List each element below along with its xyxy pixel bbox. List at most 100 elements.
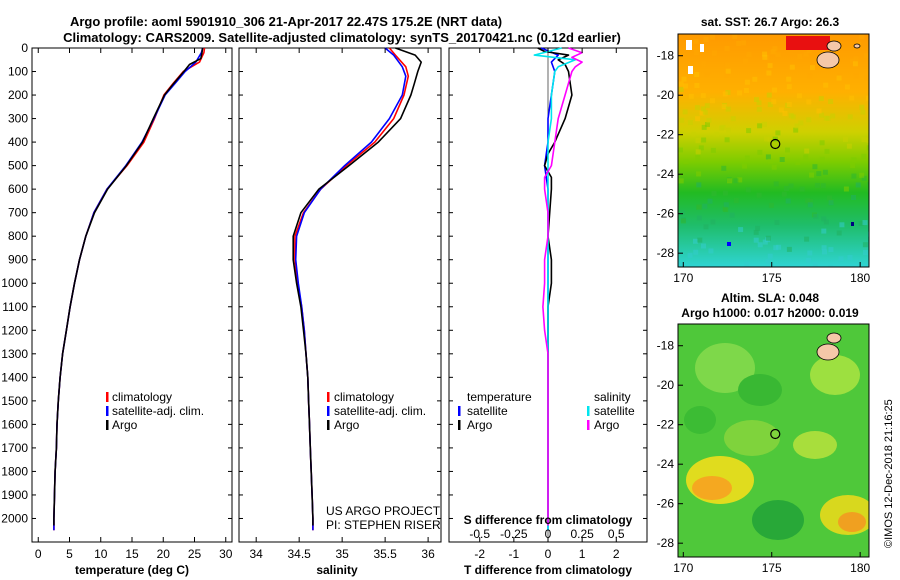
legend-label-satellite: satellite-adj. clim.	[112, 404, 204, 418]
temperature-legend: climatology satellite-adj. clim. Argo	[106, 390, 204, 432]
depth-tick-label: 700	[8, 206, 28, 220]
depth-tick-label: 1400	[1, 370, 28, 384]
x-tick-label: 0	[35, 547, 42, 561]
depth-tick-label: 1800	[1, 464, 28, 478]
salinity-series-group	[292, 47, 423, 531]
x-tick-label: 35	[335, 547, 349, 561]
pi-credit: PI: STEPHEN RISER	[326, 518, 441, 532]
series-line-satellite-adj-clim-	[53, 47, 204, 531]
legend-label-climatology: climatology	[112, 390, 172, 404]
x-tick-label: 34.5	[287, 547, 311, 561]
legend-label-satellite: satellite-adj. clim.	[334, 404, 426, 418]
x-tick-label: 20	[157, 547, 171, 561]
temperature-xlabel: temperature (deg C)	[75, 563, 189, 577]
temperature-panel-frame	[31, 47, 233, 543]
depth-tick-label: 1500	[1, 394, 28, 408]
legend-label-s-argo: Argo	[594, 418, 620, 432]
x-tick-label: 30	[219, 547, 233, 561]
map-y-tick-label: -28	[657, 246, 675, 260]
legend-swatch-climatology	[106, 392, 109, 402]
map-x-tick-label: 170	[673, 561, 693, 575]
legend-swatch-t-argo	[458, 420, 461, 430]
salinity-legend: climatology satellite-adj. clim. Argo	[327, 390, 426, 432]
timestamp-credit: ©IMOS 12-Dec-2018 21:16:25	[883, 399, 895, 548]
s-diff-tick-label: -0.25	[500, 527, 528, 541]
sla-map-field	[678, 324, 869, 557]
series-line-argo	[292, 47, 423, 526]
depth-tick-label: 1100	[2, 300, 28, 314]
sst-map-frame	[677, 33, 870, 268]
x-tick-label: 36	[421, 547, 435, 561]
salinity-xlabel: salinity	[316, 563, 358, 577]
legend-label-climatology: climatology	[334, 390, 394, 404]
difference-series-group	[533, 47, 583, 542]
s-diff-tick-label: 0.25	[570, 527, 594, 541]
legend-swatch-t-satellite	[458, 406, 461, 416]
sst-map-axes: 170 175 180 -18 -20 -22 -24 -26 -28	[657, 49, 871, 285]
map-y-tick-label: -28	[657, 536, 675, 550]
difference-legend: temperature satellite Argo salinity sate…	[458, 390, 635, 432]
figure-title-line2: Climatology: CARS2009. Satellite-adjuste…	[63, 30, 621, 45]
legend-swatch-argo	[106, 420, 109, 430]
s-diff-tick-label: -0.5	[469, 527, 490, 541]
map-y-tick-label: -26	[657, 207, 675, 221]
argo-position-marker	[770, 138, 781, 150]
depth-tick-label: 2000	[1, 511, 28, 525]
x-tick-label: 15	[125, 547, 139, 561]
map-x-tick-label: 180	[850, 561, 870, 575]
map-y-tick-label: -22	[657, 128, 675, 142]
island-shape	[816, 40, 861, 69]
depth-tick-label: 300	[8, 112, 28, 126]
depth-tick-label: 600	[8, 182, 28, 196]
legend-swatch-s-satellite	[587, 406, 590, 416]
legend-label-t-argo: Argo	[467, 418, 493, 432]
legend-label-t-satellite: satellite	[467, 404, 508, 418]
series-line-satellite-adj-clim-	[294, 47, 407, 531]
map-y-tick-label: -20	[657, 88, 675, 102]
x-axis-ticks: 0 5 10 15 20 25 30 34 34.5 35 35.5 36 -2 -1 0 1 2 -0.5 -0.…	[35, 48, 625, 561]
legend-swatch-s-argo	[587, 420, 590, 430]
x-tick-label: -2	[474, 547, 485, 561]
legend-title-salinity: salinity	[594, 390, 631, 404]
legend-title-temperature: temperature	[467, 390, 532, 404]
argo-position-marker	[770, 428, 781, 440]
series-line-s-argo	[542, 47, 583, 526]
series-line-argo	[53, 47, 204, 526]
sst-map-field	[678, 34, 869, 267]
map-y-tick-label: -18	[657, 49, 675, 63]
depth-tick-label: 900	[8, 253, 28, 267]
legend-swatch-satellite	[106, 406, 109, 416]
sla-map-subtitle: Argo h1000: 0.017 h2000: 0.019	[681, 306, 859, 320]
sla-map-axes: 170 175 180 -18 -20 -22 -24 -26 -28	[657, 339, 871, 575]
sla-map-frame	[677, 323, 870, 558]
difference-top-xlabel: S difference from climatology	[464, 513, 633, 527]
series-line-s-satellite	[533, 47, 577, 531]
depth-tick-label: 1300	[1, 347, 28, 361]
map-y-tick-label: -24	[657, 167, 675, 181]
s-diff-tick-label: 0	[545, 527, 552, 541]
x-tick-label: -1	[509, 547, 520, 561]
depth-tick-label: 100	[8, 65, 28, 79]
x-tick-label: 0	[545, 547, 552, 561]
sla-map-title: Altim. SLA: 0.048	[721, 291, 819, 305]
legend-swatch-satellite	[327, 406, 330, 416]
s-diff-tick-label: 0.5	[608, 527, 625, 541]
depth-tick-label: 500	[8, 159, 28, 173]
legend-swatch-climatology	[327, 392, 330, 402]
island-shape	[816, 332, 842, 361]
map-x-tick-label: 175	[762, 271, 782, 285]
series-line-climatology	[294, 47, 410, 531]
x-tick-label: 35.5	[373, 547, 397, 561]
map-y-tick-label: -22	[657, 418, 675, 432]
x-tick-label: 34	[250, 547, 264, 561]
legend-label-argo: Argo	[112, 418, 138, 432]
map-y-tick-label: -26	[657, 497, 675, 511]
map-y-tick-label: -24	[657, 457, 675, 471]
project-credit: US ARGO PROJECT	[326, 504, 441, 518]
map-y-tick-label: -18	[657, 339, 675, 353]
depth-tick-label: 0	[21, 41, 28, 55]
depth-tick-label: 400	[8, 135, 28, 149]
legend-swatch-argo	[327, 420, 330, 430]
x-tick-label: 10	[94, 547, 108, 561]
difference-xlabel: T difference from climatology	[464, 563, 632, 577]
